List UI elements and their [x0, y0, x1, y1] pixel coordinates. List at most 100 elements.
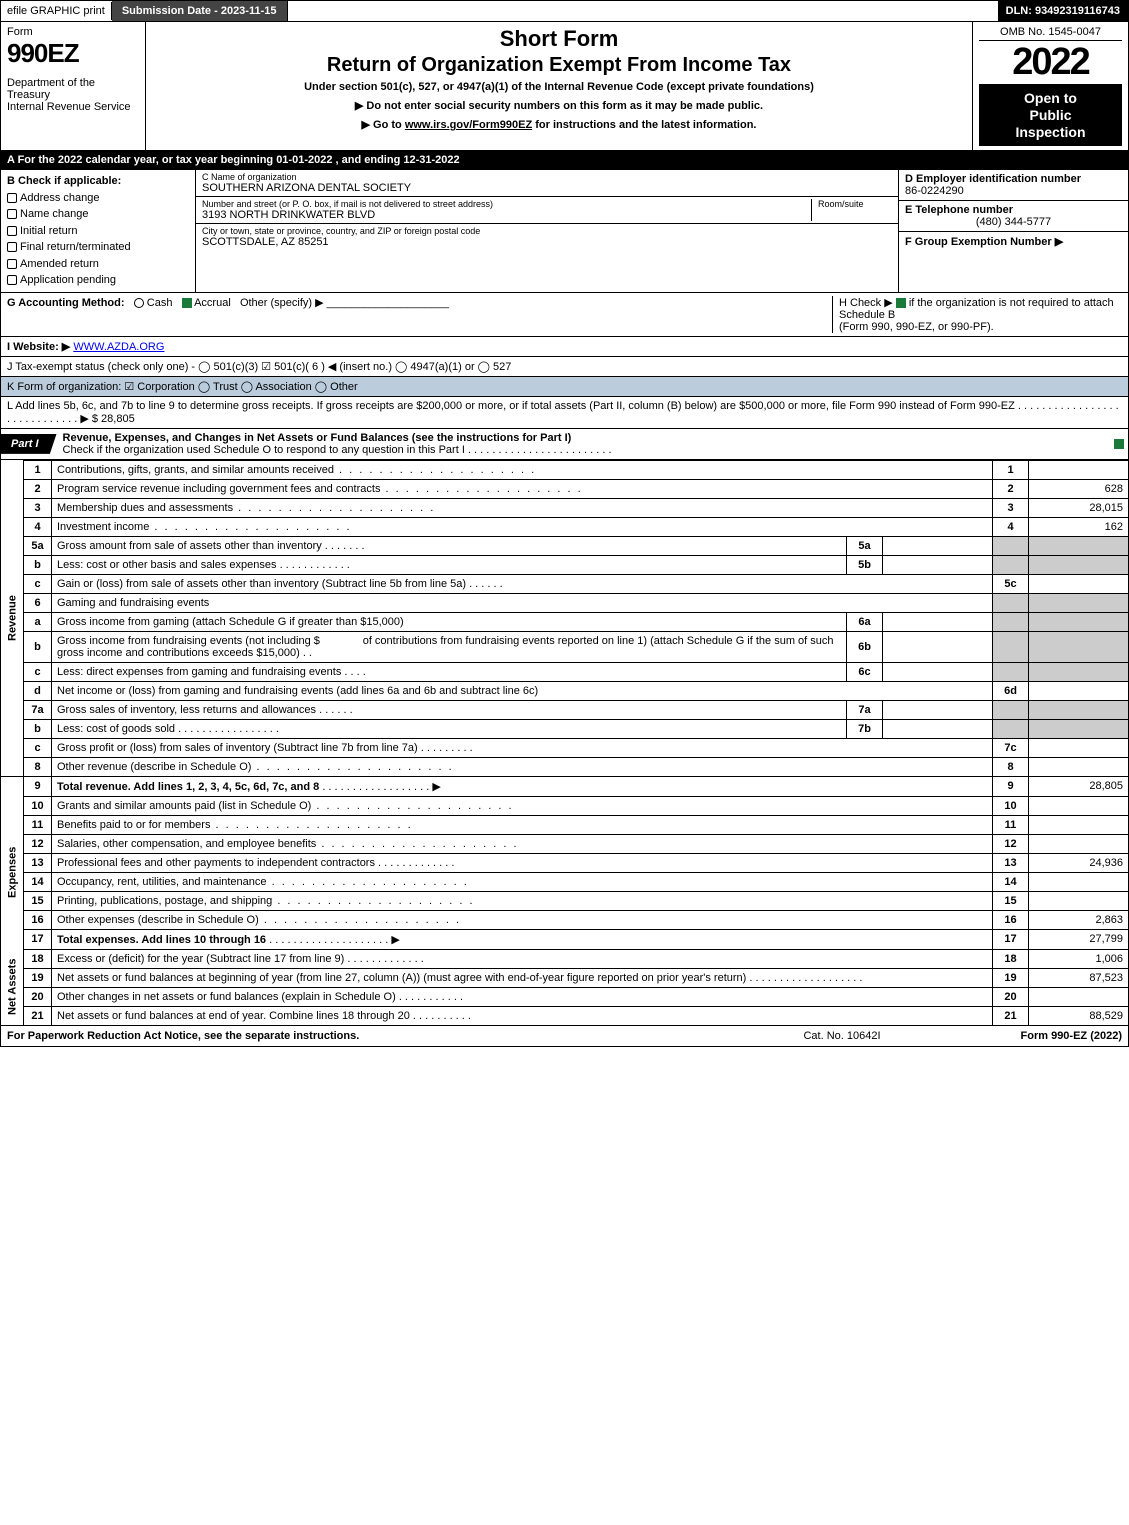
chk-application-pending[interactable]: Application pending	[7, 272, 189, 289]
pub1: Open to	[983, 90, 1118, 107]
line-16-amt: 2,863	[1029, 910, 1129, 929]
part-1-tag: Part I	[1, 434, 57, 454]
row-j-tax-exempt: J Tax-exempt status (check only one) - ◯…	[1, 357, 1128, 376]
entity-right: D Employer identification number 86-0224…	[898, 170, 1128, 292]
chk-address-change[interactable]: Address change	[7, 190, 189, 207]
entity-block: B Check if applicable: Address change Na…	[0, 170, 1129, 293]
dln: DLN: 93492319116743	[998, 1, 1128, 21]
chk-cash[interactable]	[134, 298, 144, 308]
header-left: Form 990EZ Department of the Treasury In…	[1, 22, 146, 150]
row-h-schedule-b: H Check ▶ if the organization is not req…	[832, 296, 1122, 333]
e-phone-value: (480) 344-5777	[905, 216, 1122, 228]
room-label: Room/suite	[818, 199, 892, 209]
instr2-post: for instructions and the latest informat…	[532, 119, 756, 131]
line-7b-amt	[883, 719, 993, 738]
form-word: Form	[7, 26, 139, 38]
form-number: 990EZ	[7, 38, 139, 69]
dept-1: Department of the Treasury	[7, 77, 139, 101]
d-ein-value: 86-0224290	[905, 185, 1122, 197]
line-1-amt	[1029, 460, 1129, 479]
c-city-label: City or town, state or province, country…	[202, 226, 892, 236]
line-6c-amt	[883, 662, 993, 681]
public-inspection-badge: Open to Public Inspection	[979, 84, 1122, 146]
line-17-amt: 27,799	[1029, 929, 1129, 949]
pub3: Inspection	[983, 124, 1118, 141]
line-6d-amt	[1029, 681, 1129, 700]
b-label: B Check if applicable:	[7, 173, 189, 190]
top-bar: efile GRAPHIC print Submission Date - 20…	[0, 0, 1129, 22]
line-18-amt: 1,006	[1029, 949, 1129, 968]
row-a-tax-year: A For the 2022 calendar year, or tax yea…	[0, 151, 1129, 170]
section-revenue: Revenue	[1, 460, 24, 776]
c-name-label: C Name of organization	[202, 172, 892, 182]
org-name: SOUTHERN ARIZONA DENTAL SOCIETY	[202, 182, 892, 194]
part-1-table: Revenue 1 Contributions, gifts, grants, …	[0, 460, 1129, 1026]
section-expenses: Expenses	[1, 796, 24, 949]
line-10-amt	[1029, 796, 1129, 815]
header-right: OMB No. 1545-0047 2022 Open to Public In…	[973, 22, 1128, 150]
footer-left: For Paperwork Reduction Act Notice, see …	[7, 1030, 742, 1042]
footer-catalog: Cat. No. 10642I	[742, 1030, 942, 1042]
form-header: Form 990EZ Department of the Treasury In…	[0, 22, 1129, 151]
instr2-pre: ▶ Go to	[362, 119, 405, 131]
omb-number: OMB No. 1545-0047	[979, 26, 1122, 41]
line-9-amt: 28,805	[1029, 776, 1129, 796]
title-short-form: Short Form	[152, 26, 966, 52]
line-15-amt	[1029, 891, 1129, 910]
line-14-amt	[1029, 872, 1129, 891]
footer-form-ref: Form 990-EZ (2022)	[942, 1030, 1122, 1042]
chk-final-return[interactable]: Final return/terminated	[7, 239, 189, 256]
line-5b-amt	[883, 555, 993, 574]
org-address: 3193 NORTH DRINKWATER BLVD	[202, 209, 805, 221]
section-b-checkboxes: B Check if applicable: Address change Na…	[1, 170, 196, 292]
subtitle: Under section 501(c), 527, or 4947(a)(1)…	[152, 81, 966, 93]
line-21-amt: 88,529	[1029, 1006, 1129, 1025]
page-footer: For Paperwork Reduction Act Notice, see …	[0, 1026, 1129, 1047]
row-i-website: I Website: ▶ WWW.AZDA.ORG	[1, 337, 1128, 357]
chk-name-change[interactable]: Name change	[7, 206, 189, 223]
meta-rows: G Accounting Method: Cash Accrual Other …	[0, 293, 1129, 377]
part-1-header: Part I Revenue, Expenses, and Changes in…	[0, 429, 1129, 460]
row-k-form-org: K Form of organization: ☑ Corporation ◯ …	[0, 377, 1129, 397]
submission-date: Submission Date - 2023-11-15	[112, 1, 288, 21]
header-center: Short Form Return of Organization Exempt…	[146, 22, 973, 150]
gross-receipts-value: 28,805	[101, 413, 135, 425]
tax-year: 2022	[979, 41, 1122, 84]
row-g-accounting: G Accounting Method: Cash Accrual Other …	[7, 296, 832, 333]
line-20-amt	[1029, 987, 1129, 1006]
line-7c-amt	[1029, 738, 1129, 757]
line-6b-amt	[883, 631, 993, 662]
line-7a-amt	[883, 700, 993, 719]
e-phone-label: E Telephone number	[905, 204, 1122, 216]
irs-link[interactable]: www.irs.gov/Form990EZ	[405, 119, 532, 131]
pub2: Public	[983, 107, 1118, 124]
line-8-amt	[1029, 757, 1129, 776]
line-13-amt: 24,936	[1029, 853, 1129, 872]
line-4-amt: 162	[1029, 517, 1129, 536]
line-3-amt: 28,015	[1029, 498, 1129, 517]
line-5a-amt	[883, 536, 993, 555]
line-12-amt	[1029, 834, 1129, 853]
line-19-amt: 87,523	[1029, 968, 1129, 987]
section-net-assets: Net Assets	[1, 949, 24, 1025]
dept-2: Internal Revenue Service	[7, 101, 139, 113]
f-group-label: F Group Exemption Number ▶	[905, 235, 1122, 248]
instruction-2: ▶ Go to www.irs.gov/Form990EZ for instru…	[152, 118, 966, 131]
org-city: SCOTTSDALE, AZ 85251	[202, 236, 892, 248]
row-l-gross-receipts: L Add lines 5b, 6c, and 7b to line 9 to …	[0, 397, 1129, 429]
d-ein-label: D Employer identification number	[905, 173, 1122, 185]
line-11-amt	[1029, 815, 1129, 834]
instruction-1: ▶ Do not enter social security numbers o…	[152, 99, 966, 112]
section-c-name-address: C Name of organization SOUTHERN ARIZONA …	[196, 170, 898, 292]
website-link[interactable]: WWW.AZDA.ORG	[73, 341, 164, 353]
title-return: Return of Organization Exempt From Incom…	[152, 54, 966, 77]
c-addr-label: Number and street (or P. O. box, if mail…	[202, 199, 805, 209]
part-1-title: Revenue, Expenses, and Changes in Net As…	[57, 429, 1110, 459]
line-5c-amt	[1029, 574, 1129, 593]
chk-accrual[interactable]	[182, 298, 192, 308]
chk-amended-return[interactable]: Amended return	[7, 256, 189, 273]
chk-initial-return[interactable]: Initial return	[7, 223, 189, 240]
line-6a-amt	[883, 612, 993, 631]
chk-schedule-b[interactable]	[896, 298, 906, 308]
chk-schedule-o[interactable]	[1114, 439, 1124, 449]
